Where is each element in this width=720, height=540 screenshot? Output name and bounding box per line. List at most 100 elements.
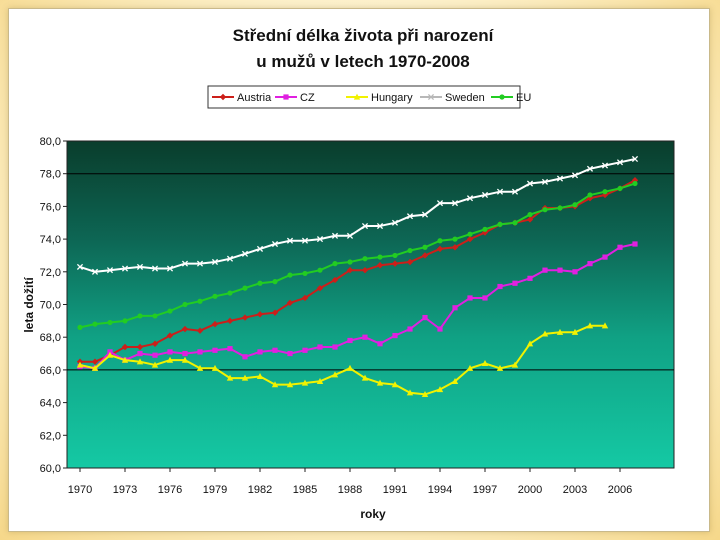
data-point-cz (617, 244, 623, 250)
data-point-eu (497, 221, 503, 227)
legend-marker-sweden (427, 93, 435, 101)
x-tick-label: 1985 (293, 484, 317, 496)
series-line-eu (79, 182, 636, 329)
data-point-hungary (541, 330, 549, 337)
data-point-austria (196, 327, 204, 334)
data-point-eu (407, 247, 413, 254)
data-point-hungary (286, 381, 294, 388)
data-point-austria (346, 266, 354, 274)
data-point-austria (166, 332, 174, 339)
y-tick-label: 66,0 (40, 365, 61, 377)
x-tick-label: 1982 (248, 484, 272, 496)
data-point-cz (227, 346, 233, 352)
data-point-eu (347, 259, 353, 265)
y-tick-label: 74,0 (40, 234, 61, 246)
legend-label-cz: CZ (300, 92, 315, 104)
data-point-sweden (406, 213, 414, 220)
data-point-austria (91, 358, 99, 365)
data-point-eu (467, 231, 473, 237)
data-point-hungary (511, 361, 519, 368)
data-point-sweden (586, 165, 594, 172)
series-line-hungary (79, 324, 605, 396)
data-point-austria (391, 260, 399, 267)
data-point-hungary (166, 356, 174, 363)
legend-label-eu: EU (516, 92, 531, 104)
data-point-cz (392, 332, 398, 339)
legend: Austria CZ Hungary Sweden EU (207, 85, 531, 109)
data-point-austria (121, 343, 129, 351)
x-tick-label: 1970 (68, 484, 92, 496)
plot-area (66, 140, 675, 469)
data-point-hungary (526, 340, 534, 347)
data-point-eu (257, 280, 263, 286)
data-point-sweden (241, 250, 249, 257)
data-point-eu (287, 272, 293, 278)
data-point-cz (182, 350, 188, 357)
data-point-cz (632, 241, 638, 247)
y-axis-title: leta dožití (22, 277, 36, 333)
x-tick-label: 1991 (383, 484, 407, 496)
data-point-sweden (376, 222, 384, 230)
data-point-cz (557, 267, 563, 273)
data-point-hungary (271, 381, 279, 388)
data-point-austria (376, 262, 384, 269)
data-point-eu (392, 252, 398, 259)
legend-item-hungary: Hungary (346, 92, 413, 104)
data-point-hungary (421, 391, 429, 398)
data-point-sweden (466, 195, 474, 202)
data-point-hungary (211, 364, 219, 371)
chart-title-line1: Střední délka života při narození (233, 26, 495, 45)
legend-item-austria: Austria (212, 92, 272, 104)
y-axis-ticks: 60,0 62,0 64,0 66,0 68,0 70,0 72,0 74,0 76,0 78,0… (40, 136, 67, 475)
data-point-cz (272, 347, 278, 353)
y-tick-label: 80,0 (40, 136, 61, 148)
data-point-eu (587, 192, 593, 198)
y-tick-label: 68,0 (40, 332, 61, 344)
data-point-hungary (556, 328, 564, 335)
legend-item-eu: EU (491, 92, 531, 104)
data-point-eu (122, 318, 128, 324)
data-point-eu (602, 189, 608, 195)
data-point-cz (377, 341, 383, 347)
legend-marker-eu (499, 94, 505, 100)
x-tick-label: 2006 (608, 484, 632, 496)
data-point-eu (152, 313, 158, 319)
legend-label-sweden: Sweden (445, 92, 485, 104)
data-point-eu (452, 236, 458, 242)
data-point-eu (617, 185, 623, 192)
data-point-austria (256, 311, 264, 318)
data-point-sweden (391, 219, 399, 226)
data-point-hungary (181, 356, 189, 363)
data-point-hungary (436, 386, 444, 393)
data-point-eu (302, 270, 308, 277)
data-point-sweden (91, 268, 99, 275)
data-point-eu (137, 313, 143, 319)
data-point-sweden (271, 240, 279, 248)
data-point-austria (286, 299, 294, 307)
data-point-austria (301, 294, 309, 302)
data-point-austria (466, 235, 474, 243)
data-point-sweden (601, 162, 609, 169)
data-point-cz (467, 295, 473, 301)
data-point-austria (226, 317, 234, 325)
data-point-austria (181, 325, 189, 333)
data-point-sweden (106, 267, 114, 274)
data-point-cz (482, 295, 488, 301)
data-point-eu (512, 220, 518, 226)
data-point-sweden (136, 263, 144, 270)
legend-item-cz: CZ (275, 92, 315, 104)
data-point-austria (151, 340, 159, 347)
data-point-sweden (256, 245, 264, 252)
data-point-sweden (166, 265, 174, 272)
data-point-hungary (601, 322, 609, 329)
data-point-sweden (571, 172, 579, 179)
data-point-hungary (466, 364, 474, 371)
y-tick-label: 70,0 (40, 300, 61, 312)
data-point-austria (271, 309, 279, 316)
data-point-eu (227, 290, 233, 296)
legend-label-hungary: Hungary (371, 92, 413, 104)
data-point-sweden (211, 258, 219, 266)
y-tick-label: 78,0 (40, 169, 61, 181)
data-point-hungary (586, 322, 594, 329)
